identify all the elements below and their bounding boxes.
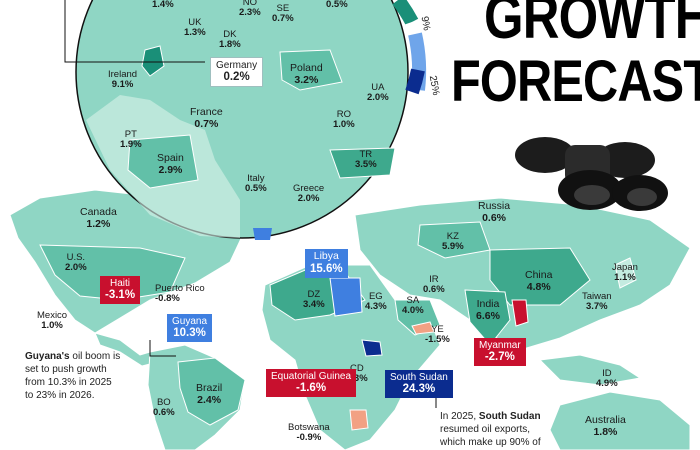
south-sudan-note: In 2025, South Sudan resumed oil exports… bbox=[440, 411, 541, 448]
legend-mid-label: 9% bbox=[418, 15, 432, 32]
world-label-ir: IR 0.6% bbox=[423, 274, 445, 296]
world-label-china: China 4.8% bbox=[525, 269, 553, 293]
cyprus-shape bbox=[253, 228, 272, 240]
title-line-2: FORECAST bbox=[451, 49, 700, 114]
landmass-japan bbox=[614, 257, 637, 289]
landmass-myanmar bbox=[511, 299, 529, 327]
world-label-id: ID 4.9% bbox=[596, 368, 618, 390]
landmass-us bbox=[39, 244, 186, 301]
world-label-canada: Canada 1.2% bbox=[80, 206, 117, 230]
world-label-taiwan: Taiwan 3.7% bbox=[582, 291, 612, 313]
europe-label-uk: UK 1.3% bbox=[184, 17, 206, 39]
world-label-australia: Australia 1.8% bbox=[585, 414, 626, 438]
guyana-label-box: Guyana 10.3% bbox=[167, 314, 213, 343]
haiti-label-box: Haiti -3.1% bbox=[100, 276, 141, 305]
europe-label-0: 1.4% bbox=[152, 0, 174, 10]
legend-arc-navy bbox=[405, 68, 425, 95]
world-label-sa: SA 4.0% bbox=[402, 295, 424, 317]
spain-shape bbox=[127, 134, 199, 189]
europe-label-italy: Italy 0.5% bbox=[245, 173, 267, 195]
landmass-china bbox=[489, 247, 591, 306]
europe-label-3: 0.5% bbox=[326, 0, 348, 10]
world-label-dz: DZ 3.4% bbox=[303, 289, 325, 311]
legend-arc-green bbox=[392, 0, 419, 26]
europe-label-no: NO 2.3% bbox=[239, 0, 261, 19]
germany-callout-line bbox=[64, 0, 205, 63]
world-label-japan: Japan 1.1% bbox=[612, 262, 638, 284]
landmass-indonesia bbox=[538, 354, 642, 386]
binoculars-icon bbox=[515, 137, 668, 211]
title-line-1: GROWTH bbox=[484, 0, 700, 52]
world-label-brazil: Brazil 2.4% bbox=[196, 382, 223, 406]
landmass-brazil bbox=[177, 357, 246, 426]
poland-shape bbox=[279, 49, 343, 91]
europe-label-pt: PT 1.9% bbox=[120, 129, 142, 151]
europe-label-greece: Greece 2.0% bbox=[293, 183, 325, 205]
world-label-kz: KZ 5.9% bbox=[442, 231, 464, 253]
europe-label-ro: RO 1.0% bbox=[333, 109, 355, 131]
world-label-cd: CD 5.3% bbox=[346, 363, 368, 385]
landmass-yemen bbox=[411, 321, 435, 335]
guyana-note: Guyana's oil boom is set to push growth … bbox=[25, 351, 121, 401]
landmass-india bbox=[464, 289, 511, 346]
germany-label-box: Germany 0.2% bbox=[210, 57, 264, 88]
myanmar-label-box: Myanmar -2.7% bbox=[474, 338, 526, 367]
europe-label-tr: TR 3.5% bbox=[355, 149, 377, 171]
europe-label-ua: UA 2.0% bbox=[367, 82, 389, 104]
world-label-russia: Russia 0.6% bbox=[478, 200, 511, 224]
world-label-ye: YE -1.5% bbox=[425, 324, 450, 346]
ireland-shape bbox=[141, 45, 165, 77]
world-label-us: U.S. 2.0% bbox=[65, 252, 87, 274]
landmass-botswana bbox=[349, 409, 369, 431]
landmass-kazakhstan bbox=[417, 221, 491, 259]
world-label-eg: EG 4.3% bbox=[365, 291, 387, 313]
europe-label-dk: DK 1.8% bbox=[219, 29, 241, 51]
landmass-south-sudan bbox=[361, 339, 383, 357]
libya-label-box: Libya 15.6% bbox=[305, 249, 348, 278]
world-label-mexico: Mexico 1.0% bbox=[37, 310, 68, 332]
landmass-australia bbox=[549, 391, 691, 450]
europe-label-france: France 0.7% bbox=[190, 106, 223, 130]
europe-label-ireland: Ireland 9.1% bbox=[108, 69, 138, 91]
world-label-bo: BO 0.6% bbox=[153, 397, 175, 419]
world-label-puerto-rico: Puerto Rico -0.8% bbox=[155, 283, 205, 305]
legend-arc-white bbox=[405, 19, 422, 34]
world-label-botswana: Botswana -0.9% bbox=[288, 422, 330, 444]
world-label-india: India 6.6% bbox=[476, 298, 500, 322]
landmass-libya bbox=[329, 277, 363, 317]
guyana-callout-line bbox=[149, 340, 176, 357]
europe-label-se: SE 0.7% bbox=[272, 3, 294, 25]
europe-label-poland: Poland 3.2% bbox=[290, 62, 323, 86]
europe-label-spain: Spain 2.9% bbox=[157, 152, 184, 176]
equatorial-guinea-label-box: Equatorial Guinea -1.6% bbox=[266, 369, 357, 398]
south-sudan-label-box: South Sudan 24.3% bbox=[385, 370, 453, 399]
turkey-shape bbox=[329, 147, 396, 179]
